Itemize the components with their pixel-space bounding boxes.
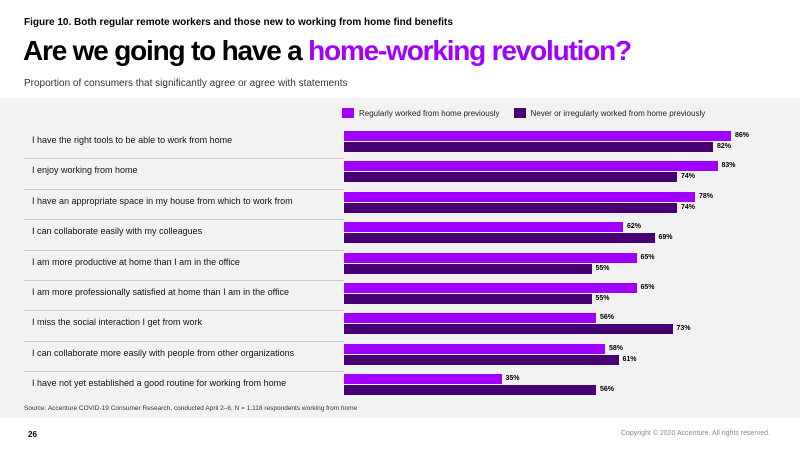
page-title: Are we going to have a home-working revo… bbox=[23, 34, 632, 68]
value-label: 58% bbox=[609, 344, 624, 352]
value-label: 65% bbox=[640, 284, 655, 291]
row-divider bbox=[24, 188, 344, 190]
bar-regular bbox=[344, 374, 502, 385]
value-label: 35% bbox=[505, 375, 520, 383]
bar-regular bbox=[344, 313, 596, 324]
legend-swatch-new bbox=[513, 108, 526, 118]
value-label: 73% bbox=[676, 325, 691, 333]
value-label: 62% bbox=[627, 223, 642, 231]
value-label: 74% bbox=[681, 173, 696, 181]
bar-new bbox=[344, 263, 592, 274]
bar-new bbox=[344, 202, 677, 213]
bar-new bbox=[344, 233, 655, 244]
value-label: 56% bbox=[600, 314, 615, 322]
value-label: 83% bbox=[721, 162, 736, 170]
bar-regular bbox=[344, 283, 637, 293]
value-label: 74% bbox=[681, 203, 696, 211]
value-label: 69% bbox=[658, 234, 673, 242]
row-divider bbox=[24, 280, 344, 281]
value-label: 65% bbox=[640, 253, 655, 261]
bar-new bbox=[344, 142, 713, 152]
row-divider bbox=[24, 310, 344, 312]
chart-legend: Regularly worked from home previously Ne… bbox=[342, 108, 705, 118]
category-label: I have not yet established a good routin… bbox=[32, 378, 287, 389]
value-label: 55% bbox=[595, 264, 610, 272]
row-divider bbox=[24, 249, 344, 251]
category-label: I can collaborate more easily with peopl… bbox=[32, 347, 295, 358]
chart-subtitle: Proportion of consumers that significant… bbox=[24, 78, 348, 89]
legend-label-regular: Regularly worked from home previously bbox=[359, 108, 500, 118]
row-divider bbox=[24, 219, 344, 221]
category-label: I miss the social interaction I get from… bbox=[32, 317, 203, 328]
bar-regular bbox=[344, 343, 605, 354]
value-label: 56% bbox=[600, 386, 615, 394]
category-label: I am more professionally satisfied at ho… bbox=[32, 287, 289, 297]
value-label: 82% bbox=[717, 143, 732, 150]
bar-regular bbox=[344, 252, 637, 263]
copyright-notice: Copyright © 2020 Accenture. All rights r… bbox=[620, 430, 770, 437]
row-divider bbox=[24, 340, 344, 342]
value-label: 86% bbox=[735, 132, 750, 139]
value-label: 55% bbox=[595, 295, 610, 302]
title-accent: home-working revolution? bbox=[308, 35, 632, 66]
value-label: 78% bbox=[699, 192, 714, 200]
bar-new bbox=[344, 324, 673, 335]
legend-label-new: Never or irregularly worked from home pr… bbox=[530, 108, 706, 118]
bar-new bbox=[344, 385, 596, 396]
bar-regular bbox=[344, 222, 623, 233]
bar-regular bbox=[344, 191, 695, 202]
bar-new bbox=[344, 354, 619, 365]
bar-regular bbox=[344, 131, 731, 141]
bar-regular bbox=[344, 161, 718, 172]
category-label: I can collaborate easily with my colleag… bbox=[32, 226, 203, 237]
bar-new bbox=[344, 294, 592, 304]
category-label: I have the right tools to be able to wor… bbox=[32, 135, 233, 145]
category-label: I have an appropriate space in my house … bbox=[32, 195, 293, 206]
legend-item-new: Never or irregularly worked from home pr… bbox=[513, 108, 706, 118]
figure-label: Figure 10. Both regular remote workers a… bbox=[24, 17, 453, 28]
row-divider bbox=[24, 158, 344, 160]
page-number: 26 bbox=[28, 430, 37, 439]
category-label: I enjoy working from home bbox=[32, 165, 138, 176]
row-divider bbox=[24, 371, 344, 373]
legend-item-regular: Regularly worked from home previously bbox=[342, 108, 500, 118]
legend-swatch-regular bbox=[342, 108, 354, 118]
source-note: Source: Accenture COVID-19 Consumer Rese… bbox=[24, 405, 358, 412]
category-label: I am more productive at home than I am i… bbox=[32, 256, 240, 267]
title-main: Are we going to have a bbox=[23, 35, 309, 66]
bar-new bbox=[344, 172, 677, 183]
value-label: 61% bbox=[622, 355, 637, 363]
